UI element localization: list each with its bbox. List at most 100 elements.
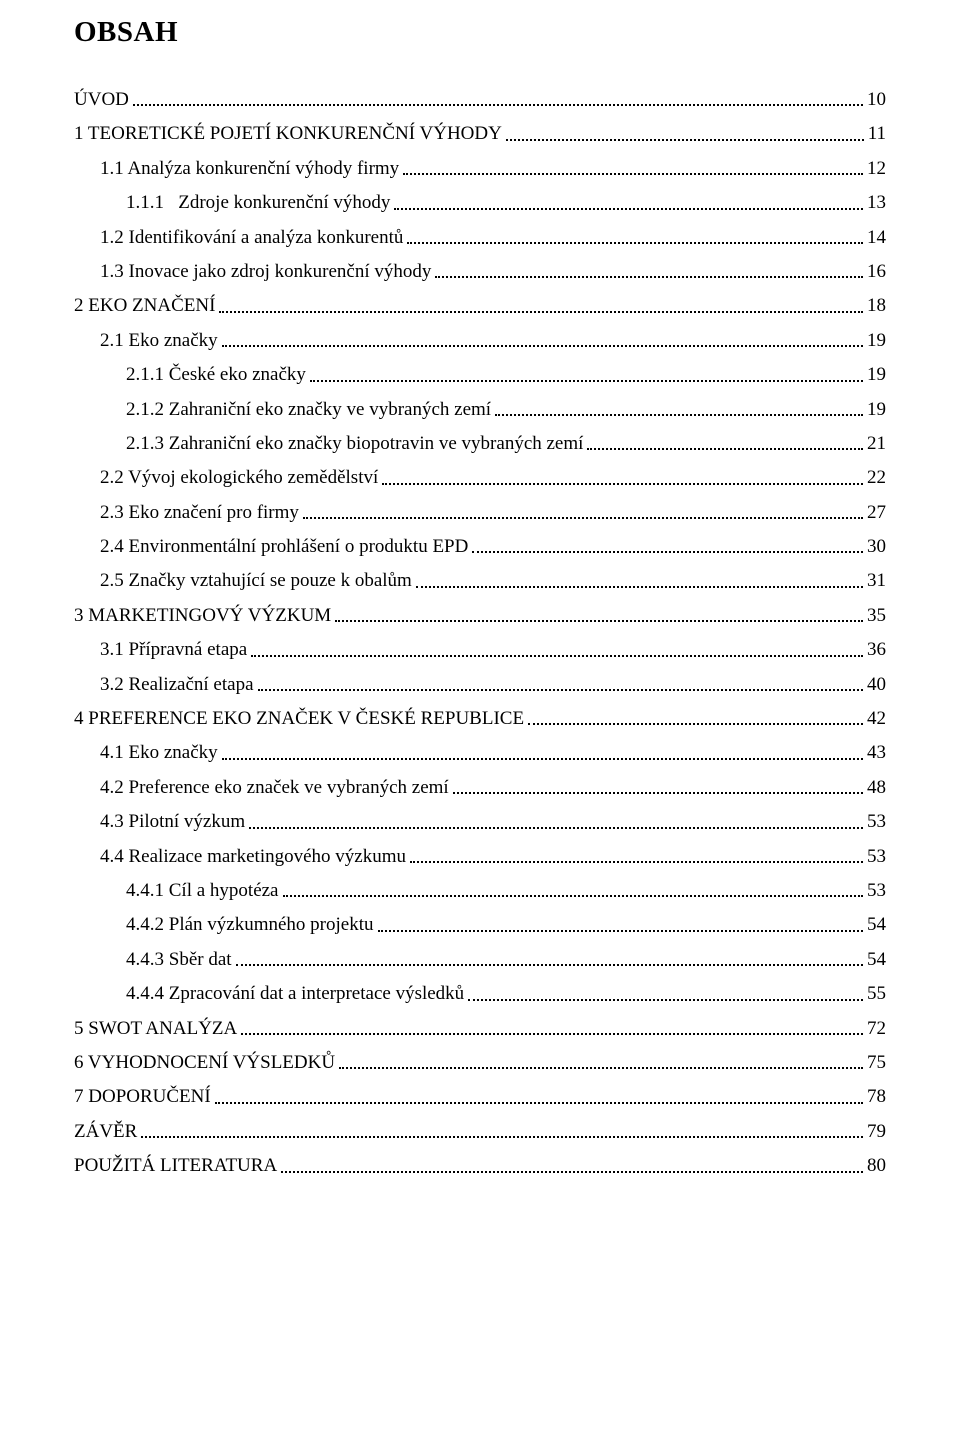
dot-leader [303, 516, 863, 519]
toc-row: ZÁVĚR 79 [74, 1117, 886, 1147]
dot-leader [215, 1101, 863, 1104]
toc-label: 1.1 Analýza konkurenční výhody firmy [100, 154, 399, 184]
page: OBSAH ÚVOD 101 TEORETICKÉ POJETÍ KONKURE… [0, 0, 960, 1226]
toc-page-number: 22 [867, 463, 886, 493]
toc-page-number: 30 [867, 532, 886, 562]
toc-page-number: 55 [867, 979, 886, 1009]
dot-leader [236, 963, 863, 966]
dot-leader [403, 172, 863, 175]
toc-label: 2.1.3 Zahraniční eko značky biopotravin … [126, 429, 583, 459]
toc-label: 3.1 Přípravná etapa [100, 635, 247, 665]
toc-label: 5 SWOT ANALÝZA [74, 1014, 237, 1044]
toc-page-number: 40 [867, 670, 886, 700]
toc-label: 4 PREFERENCE EKO ZNAČEK V ČESKÉ REPUBLIC… [74, 704, 524, 734]
dot-leader [281, 1170, 863, 1173]
toc-page-number: 10 [867, 85, 886, 115]
dot-leader [472, 550, 863, 553]
dot-leader [133, 103, 863, 106]
toc-page-number: 75 [867, 1048, 886, 1078]
toc-page-number: 43 [867, 738, 886, 768]
toc-page-number: 21 [867, 429, 886, 459]
toc-row: 4.2 Preference eko značek ve vybraných z… [74, 773, 886, 803]
toc-page-number: 12 [867, 154, 886, 184]
toc-row: 4.4 Realizace marketingového výzkumu 53 [74, 842, 886, 872]
dot-leader [251, 654, 863, 657]
toc-label: 6 VYHODNOCENÍ VÝSLEDKŮ [74, 1048, 335, 1078]
toc-row: 2.4 Environmentální prohlášení o produkt… [74, 532, 886, 562]
toc-label: 7 DOPORUČENÍ [74, 1082, 211, 1112]
toc-label: 2.1.1 České eko značky [126, 360, 306, 390]
toc-label: 2.3 Eko značení pro firmy [100, 498, 299, 528]
toc-label: ZÁVĚR [74, 1117, 137, 1147]
toc-row: 2.5 Značky vztahující se pouze k obalům … [74, 566, 886, 596]
toc-page-number: 54 [867, 910, 886, 940]
dot-leader [222, 344, 863, 347]
toc-page-number: 19 [867, 360, 886, 390]
dot-leader [468, 998, 863, 1001]
toc-row: ÚVOD 10 [74, 85, 886, 115]
toc-page-number: 19 [867, 395, 886, 425]
toc-label: 4.2 Preference eko značek ve vybraných z… [100, 773, 449, 803]
toc-label: POUŽITÁ LITERATURA [74, 1151, 277, 1181]
toc-label: 1.3 Inovace jako zdroj konkurenční výhod… [100, 257, 431, 287]
toc-label: 4.4.3 Sběr dat [126, 945, 232, 975]
toc-label: 4.4 Realizace marketingového výzkumu [100, 842, 406, 872]
toc-row: 1.2 Identifikování a analýza konkurentů … [74, 223, 886, 253]
toc-row: 3.1 Přípravná etapa 36 [74, 635, 886, 665]
dot-leader [241, 1032, 863, 1035]
toc-page-number: 48 [867, 773, 886, 803]
toc-row: 4.3 Pilotní výzkum 53 [74, 807, 886, 837]
toc-row: 5 SWOT ANALÝZA 72 [74, 1014, 886, 1044]
table-of-contents: ÚVOD 10 1 TEORETICKÉ POJETÍ KONKURENČNÍ V… [74, 85, 886, 1182]
toc-row: 2.2 Vývoj ekologického zemědělství 22 [74, 463, 886, 493]
toc-row: 6 VYHODNOCENÍ VÝSLEDKŮ 75 [74, 1048, 886, 1078]
dot-leader [587, 447, 863, 450]
toc-label: 1 TEORETICKÉ POJETÍ KONKURENČNÍ VÝHODY [74, 119, 502, 149]
toc-label: 2.5 Značky vztahující se pouze k obalům [100, 566, 412, 596]
toc-row: 2.1.1 České eko značky 19 [74, 360, 886, 390]
dot-leader [407, 241, 863, 244]
dot-leader [506, 138, 864, 141]
dot-leader [382, 482, 863, 485]
toc-page-number: 16 [867, 257, 886, 287]
toc-page-number: 27 [867, 498, 886, 528]
toc-label: 3 MARKETINGOVÝ VÝZKUM [74, 601, 331, 631]
toc-page-number: 53 [867, 876, 886, 906]
toc-row: 1.1.1 Zdroje konkurenční výhody 13 [74, 188, 886, 218]
toc-label: 1.2 Identifikování a analýza konkurentů [100, 223, 403, 253]
dot-leader [249, 826, 863, 829]
toc-label: 2 EKO ZNAČENÍ [74, 291, 215, 321]
dot-leader [394, 207, 863, 210]
toc-row: 2 EKO ZNAČENÍ 18 [74, 291, 886, 321]
dot-leader [335, 619, 863, 622]
toc-row: 2.1.3 Zahraniční eko značky biopotravin … [74, 429, 886, 459]
toc-row: 3.2 Realizační etapa 40 [74, 670, 886, 700]
toc-page-number: 42 [867, 704, 886, 734]
dot-leader [222, 757, 863, 760]
toc-row: 4.4.2 Plán výzkumného projektu 54 [74, 910, 886, 940]
toc-label: 4.1 Eko značky [100, 738, 218, 768]
toc-row: 1 TEORETICKÉ POJETÍ KONKURENČNÍ VÝHODY 1… [74, 119, 886, 149]
dot-leader [453, 791, 863, 794]
dot-leader [495, 413, 863, 416]
toc-row: 4.1 Eko značky 43 [74, 738, 886, 768]
toc-label: 4.4.2 Plán výzkumného projektu [126, 910, 374, 940]
toc-page-number: 78 [867, 1082, 886, 1112]
toc-page-number: 18 [867, 291, 886, 321]
toc-label: 3.2 Realizační etapa [100, 670, 254, 700]
toc-label: 2.2 Vývoj ekologického zemědělství [100, 463, 378, 493]
toc-row: 3 MARKETINGOVÝ VÝZKUM 35 [74, 601, 886, 631]
toc-label: 4.4.1 Cíl a hypotéza [126, 876, 279, 906]
toc-page-number: 14 [867, 223, 886, 253]
toc-row: 1.3 Inovace jako zdroj konkurenční výhod… [74, 257, 886, 287]
toc-page-number: 54 [867, 945, 886, 975]
toc-label: ÚVOD [74, 85, 129, 115]
toc-row: 4.4.4 Zpracování dat a interpretace výsl… [74, 979, 886, 1009]
toc-page-number: 36 [867, 635, 886, 665]
toc-page-number: 79 [867, 1117, 886, 1147]
toc-page-number: 80 [867, 1151, 886, 1181]
toc-row: POUŽITÁ LITERATURA 80 [74, 1151, 886, 1181]
dot-leader [435, 275, 863, 278]
toc-label: 4.3 Pilotní výzkum [100, 807, 245, 837]
toc-row: 7 DOPORUČENÍ 78 [74, 1082, 886, 1112]
